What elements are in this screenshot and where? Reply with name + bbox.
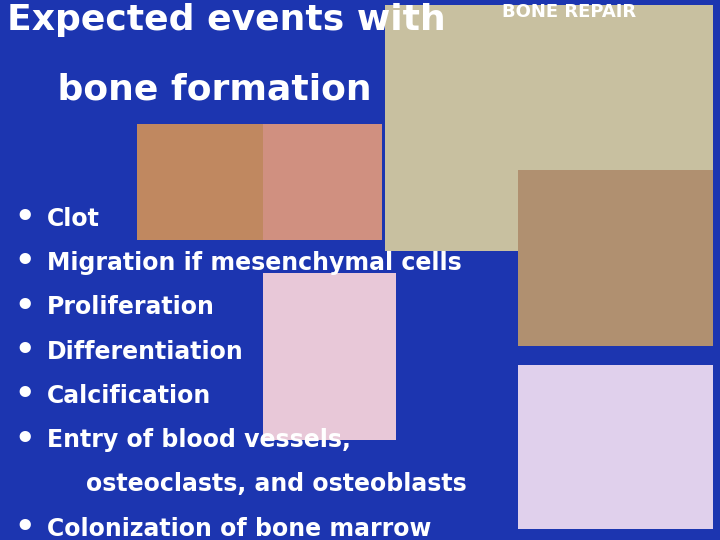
FancyBboxPatch shape (263, 273, 396, 440)
Text: •: • (14, 424, 35, 456)
Text: •: • (14, 292, 35, 323)
Text: •: • (14, 336, 35, 367)
FancyBboxPatch shape (518, 170, 713, 346)
Text: Colonization of bone marrow: Colonization of bone marrow (47, 517, 431, 540)
Text: Entry of blood vessels,: Entry of blood vessels, (47, 428, 351, 452)
FancyBboxPatch shape (385, 5, 713, 251)
Text: Expected events with: Expected events with (7, 3, 446, 37)
Text: •: • (14, 513, 35, 540)
FancyBboxPatch shape (518, 364, 713, 529)
Text: BONE REPAIR: BONE REPAIR (502, 3, 636, 21)
Text: osteoclasts, and osteoblasts: osteoclasts, and osteoblasts (86, 472, 467, 496)
Text: Clot: Clot (47, 207, 99, 231)
Text: Proliferation: Proliferation (47, 295, 215, 319)
Text: •: • (14, 203, 35, 234)
Text: •: • (14, 247, 35, 279)
Text: Migration if mesenchymal cells: Migration if mesenchymal cells (47, 251, 462, 275)
Text: Calcification: Calcification (47, 384, 211, 408)
Text: Differentiation: Differentiation (47, 340, 243, 363)
Text: bone formation: bone formation (7, 73, 372, 107)
FancyBboxPatch shape (263, 124, 382, 240)
Text: •: • (14, 380, 35, 411)
FancyBboxPatch shape (137, 124, 263, 240)
